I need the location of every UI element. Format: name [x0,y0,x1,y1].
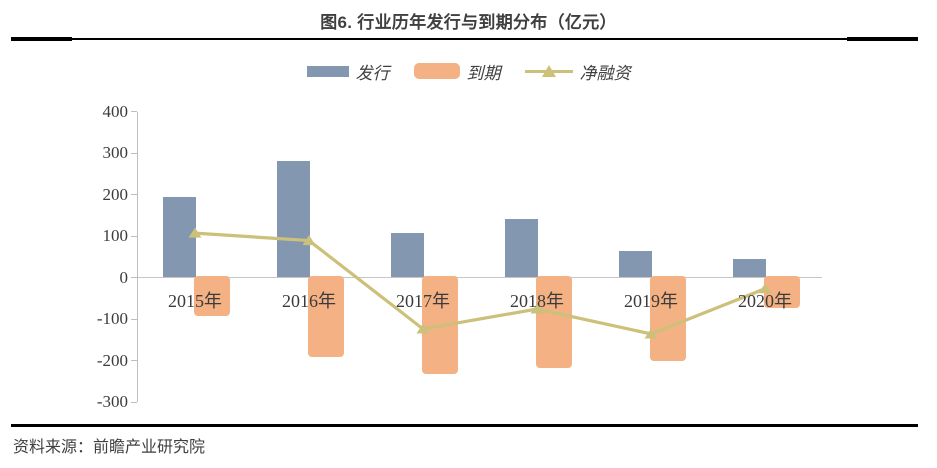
net-marker-triangle-icon [530,303,544,314]
y-axis-tick [131,152,137,154]
y-axis-tick [131,360,137,361]
bar-issuance [391,232,424,278]
y-tick-label: -200 [96,350,128,370]
legend-label-net: 净融资 [579,63,631,83]
legend-label-maturity: 到期 [466,63,501,83]
legend-item-issuance: 发行 [306,59,390,84]
legend-item-net: 净融资 [524,59,631,84]
y-axis-tick [131,318,137,320]
y-tick-label: 100 [102,226,129,245]
category-label: 2017年 [396,291,450,311]
source-text: 资料来源：前瞻产业研究院 [13,439,206,456]
y-tick-label: 400 [102,101,129,121]
category-label: 2019年 [624,291,678,311]
bar-issuance [277,161,310,278]
zero-gridline [138,276,822,279]
net-line-marker-icon [524,64,573,78]
y-axis-line [137,111,138,402]
top-divider-thick-right [847,37,918,41]
y-axis-tick [131,277,137,278]
bar-maturity [650,275,686,362]
category-label: 2020年 [738,291,792,311]
top-divider-thick-left [11,37,72,41]
net-marker-triangle-icon [644,328,658,339]
net-triangle-swatch [541,64,556,77]
bar-issuance [619,251,652,278]
y-axis-tick [131,235,137,237]
y-tick-label: -300 [96,392,128,411]
net-marker-triangle-icon [758,283,772,294]
category-label: 2018年 [510,291,564,311]
net-marker-triangle-icon [302,235,316,246]
net-marker-triangle-icon [416,323,430,334]
y-tick-label: -100 [96,309,128,328]
figure-title: 图6. 行业历年发行与到期分布（亿元） [320,13,617,32]
y-tick-label: 300 [102,143,129,162]
y-axis-tick [131,111,137,112]
issuance-swatch-icon [306,65,349,77]
y-axis-tick [131,401,137,403]
bottom-divider [11,424,918,427]
legend: 发行 到期 净融资 [0,59,937,84]
net-marker-triangle-icon [188,227,202,238]
y-tick-label: 200 [102,184,129,204]
maturity-swatch-icon [413,63,460,79]
legend-label-issuance: 发行 [355,63,390,83]
category-label: 2015年 [168,291,222,311]
bar-issuance [505,218,538,278]
category-label: 2016年 [282,291,336,311]
y-tick-label: 0 [119,267,129,287]
legend-item-maturity: 到期 [413,59,501,84]
bar-maturity [194,275,230,316]
top-divider [11,37,918,41]
bar-maturity [536,275,572,368]
bar-maturity [308,275,344,357]
bar-issuance [733,258,766,278]
y-axis-tick [131,194,137,195]
